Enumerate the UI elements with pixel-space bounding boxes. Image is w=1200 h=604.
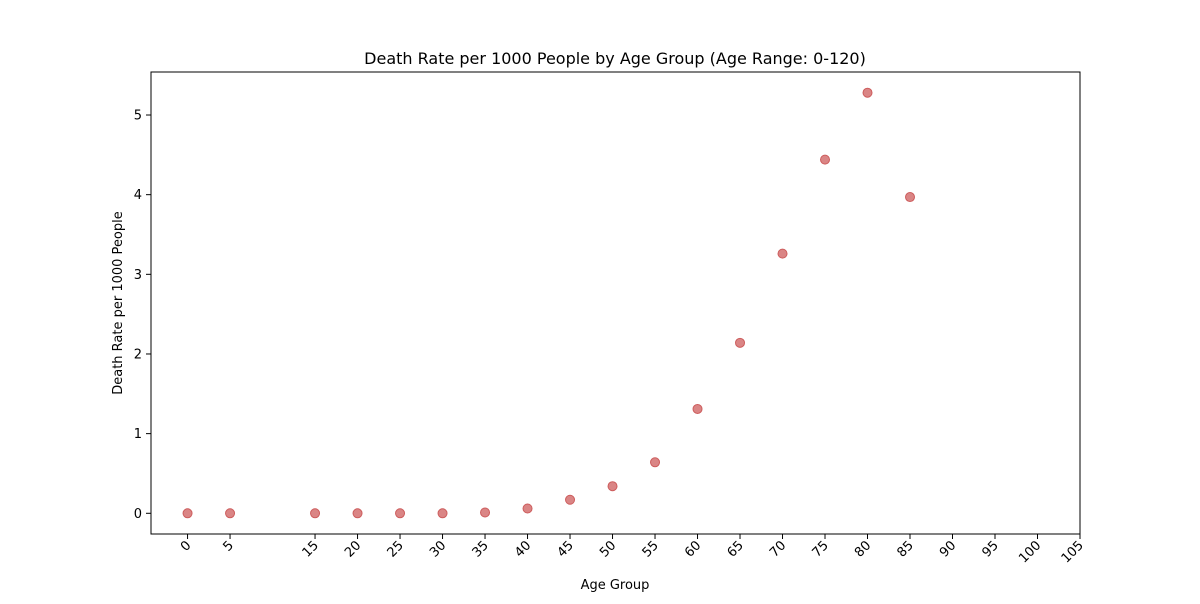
x-tick-label: 100 xyxy=(1016,538,1044,566)
data-point xyxy=(565,494,576,505)
x-tick-label: 60 xyxy=(682,538,704,560)
x-tick-label: 5 xyxy=(220,538,236,554)
y-axis-label: Death Rate per 1000 People xyxy=(111,211,126,395)
x-tick-label: 70 xyxy=(767,538,789,560)
x-tick-label: 105 xyxy=(1059,538,1087,566)
data-point xyxy=(522,503,533,514)
x-tick-label: 0 xyxy=(178,538,194,554)
y-tick-label: 4 xyxy=(134,188,142,203)
data-point xyxy=(395,508,406,519)
data-point xyxy=(480,507,491,518)
data-point xyxy=(225,508,236,519)
x-tick-label: 80 xyxy=(852,538,874,560)
x-tick-label: 85 xyxy=(895,538,917,560)
data-point xyxy=(905,192,916,203)
x-axis-label: Age Group xyxy=(581,578,650,593)
y-tick-label: 1 xyxy=(134,427,142,442)
x-tick-label: 40 xyxy=(512,538,534,560)
data-point xyxy=(310,508,321,519)
plot-frame xyxy=(150,71,1081,535)
data-point xyxy=(692,403,703,414)
x-tick-label: 25 xyxy=(385,538,407,560)
x-tick-label: 90 xyxy=(937,538,959,560)
x-tick-label: 55 xyxy=(640,538,662,560)
x-tick-label: 30 xyxy=(427,538,449,560)
x-tick-label: 15 xyxy=(300,538,322,560)
data-point xyxy=(862,87,873,98)
data-point xyxy=(182,508,193,519)
data-point xyxy=(735,337,746,348)
x-tick-label: 95 xyxy=(980,538,1002,560)
data-point xyxy=(352,508,363,519)
plot-area: 0 5 15 20 25 30 35 40 45 50 55 60 65 70 75 80 85 90 95 100 1… xyxy=(134,71,1087,566)
x-tick-label: 65 xyxy=(725,538,747,560)
y-tick-label: 5 xyxy=(134,109,142,124)
x-tick-label: 75 xyxy=(810,538,832,560)
x-tick-label: 50 xyxy=(597,538,619,560)
chart-title: Death Rate per 1000 People by Age Group … xyxy=(364,49,866,68)
data-point xyxy=(650,457,661,468)
y-tick-label: 0 xyxy=(134,507,142,522)
data-point xyxy=(437,508,448,519)
x-tick-label: 35 xyxy=(470,538,492,560)
y-tick-label: 3 xyxy=(134,268,142,283)
x-tick-label: 45 xyxy=(555,538,577,560)
y-tick-label: 2 xyxy=(134,347,142,362)
data-point xyxy=(607,481,618,492)
data-point xyxy=(777,248,788,259)
data-point xyxy=(820,154,831,165)
x-tick-label: 20 xyxy=(342,538,364,560)
